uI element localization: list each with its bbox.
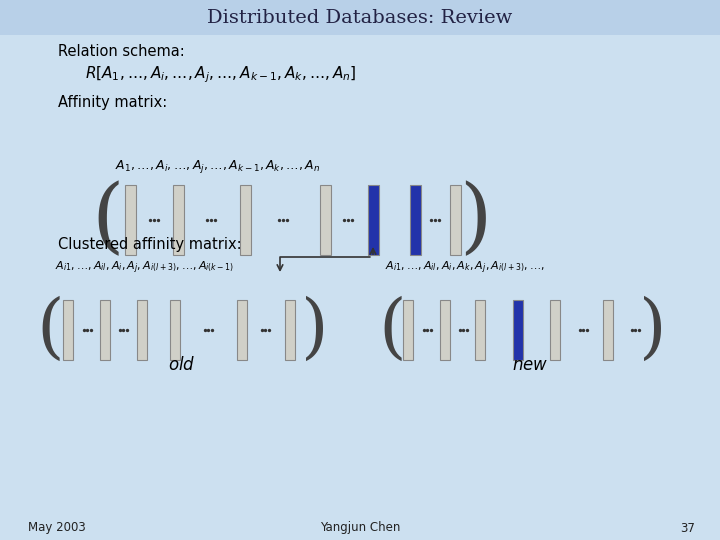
Text: ): )	[459, 180, 491, 260]
Bar	[137, 300, 147, 360]
Bar	[449, 185, 461, 255]
Bar	[320, 185, 330, 255]
Bar	[403, 300, 413, 360]
Text: (: (	[36, 295, 64, 364]
Bar	[0, 0, 720, 35]
Text: $R[A_1, \ldots, A_i, \ldots, A_j, \ldots, A_{k-1}, A_k, \ldots, A_n]$: $R[A_1, \ldots, A_i, \ldots, A_j, \ldots…	[85, 65, 356, 85]
Bar	[100, 300, 110, 360]
Bar	[440, 300, 450, 360]
Text: ): )	[639, 295, 667, 364]
Text: $A_{i1}, \ldots, A_{il}, A_i , A_j, A_{i(l+3)}, \ldots, A_{i(k-1)}$: $A_{i1}, \ldots, A_{il}, A_i , A_j, A_{i…	[55, 260, 234, 276]
Text: $\it{new}$: $\it{new}$	[512, 356, 548, 374]
Text: May 2003: May 2003	[28, 522, 86, 535]
Bar	[125, 185, 135, 255]
Text: $A_{i1}, \ldots, A_{il}, A_i , A_k , A_j, A_{i(l+3)}, \ldots,$: $A_{i1}, \ldots, A_{il}, A_i , A_k , A_j…	[385, 260, 545, 276]
Text: 37: 37	[680, 522, 695, 535]
Bar	[475, 300, 485, 360]
Bar	[170, 300, 180, 360]
Text: Yangjun Chen: Yangjun Chen	[320, 522, 400, 535]
Text: (: (	[91, 180, 125, 260]
Bar	[367, 185, 379, 255]
Text: Distributed Databases: Review: Distributed Databases: Review	[207, 9, 513, 27]
Text: Relation schema:: Relation schema:	[58, 44, 185, 59]
Text: $\it{old}$: $\it{old}$	[168, 356, 196, 374]
Text: Clustered affinity matrix:: Clustered affinity matrix:	[58, 238, 242, 253]
Bar	[173, 185, 184, 255]
Text: (: (	[378, 295, 406, 364]
Bar	[63, 300, 73, 360]
Bar	[513, 300, 523, 360]
Bar	[237, 300, 247, 360]
Bar	[603, 300, 613, 360]
Bar	[240, 185, 251, 255]
Bar	[285, 300, 295, 360]
Text: $A_1, \ldots, A_i, \ldots, A_j, \ldots, A_{k-1}, A_k, \ldots, A_n$: $A_1, \ldots, A_i, \ldots, A_j, \ldots, …	[115, 159, 320, 176]
Bar	[410, 185, 420, 255]
Text: Affinity matrix:: Affinity matrix:	[58, 94, 167, 110]
Text: ): )	[301, 295, 329, 364]
Bar	[550, 300, 560, 360]
